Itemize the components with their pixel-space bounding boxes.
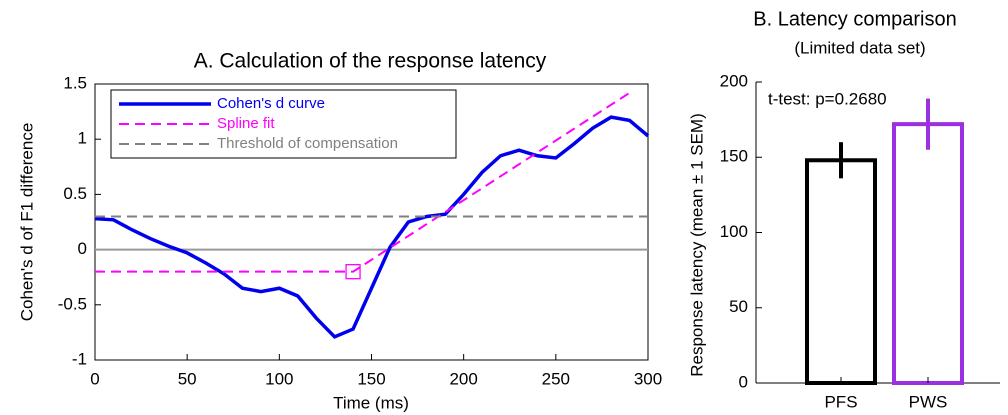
- y-axis-label: Cohen's d of F1 difference: [17, 123, 36, 322]
- legend-label: Spline fit: [217, 115, 275, 132]
- legend-label: Threshold of compensation: [217, 135, 398, 152]
- y-tick-label: 0.5: [63, 184, 87, 203]
- y-tick-label: 100: [720, 222, 748, 241]
- chart-title: A. Calculation of the response latency: [194, 50, 547, 73]
- bar: [805, 158, 877, 385]
- y-tick-label: 200: [720, 71, 748, 90]
- y-tick-label: -0.5: [58, 294, 87, 313]
- bar: [892, 122, 964, 385]
- x-tick-label: PWS: [909, 392, 948, 411]
- y-tick-label: 50: [729, 297, 748, 316]
- x-tick-label: PFS: [824, 392, 857, 411]
- x-tick-label: 50: [178, 369, 197, 388]
- y-tick-label: 150: [720, 147, 748, 166]
- y-tick-label: 0: [739, 372, 748, 391]
- x-tick-label: 300: [634, 369, 662, 388]
- y-tick-label: 1: [78, 129, 87, 148]
- annotation: t-test: p=0.2680: [768, 89, 887, 108]
- marker: [345, 264, 361, 280]
- x-tick-label: 250: [542, 369, 570, 388]
- y-tick-label: 0: [78, 239, 87, 258]
- y-tick-label: -1: [72, 349, 87, 368]
- x-tick-label: 0: [90, 369, 99, 388]
- x-tick-label: 200: [449, 369, 477, 388]
- series-line: [94, 115, 650, 339]
- x-axis-label: Time (ms): [333, 393, 409, 412]
- y-axis-label: Response latency (mean ± 1 SEM): [687, 113, 706, 377]
- x-tick-label: 100: [265, 369, 293, 388]
- legend-box: [110, 89, 457, 159]
- series-line: [95, 91, 631, 273]
- x-tick-label: 150: [357, 369, 385, 388]
- chart-title: B. Latency comparison: [753, 8, 956, 30]
- legend-label: Cohen's d curve: [217, 95, 325, 112]
- chart-subtitle: (Limited data set): [794, 38, 925, 57]
- y-tick-label: 1.5: [63, 73, 87, 92]
